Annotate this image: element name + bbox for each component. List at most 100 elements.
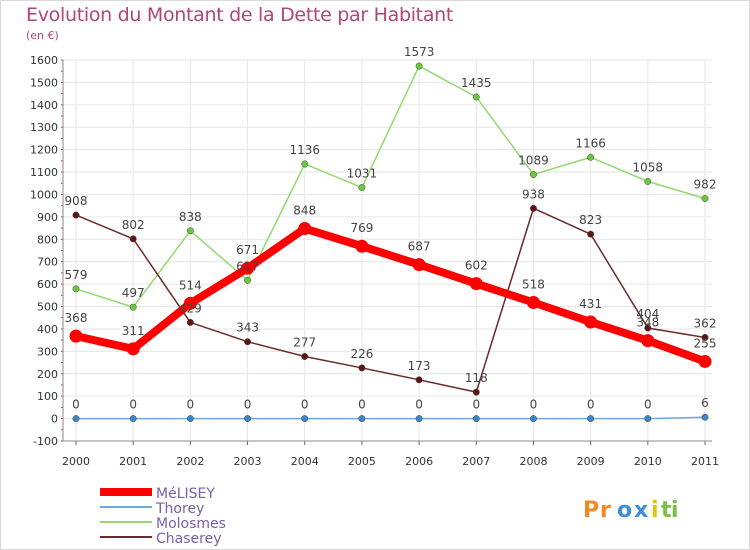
data-label-chaserey: 226 [350, 347, 373, 361]
data-point-m-lisey [298, 222, 312, 236]
y-tick-label: 1000 [30, 188, 58, 201]
data-label-thorey: 0 [587, 398, 595, 412]
x-tick-label: 2007 [462, 455, 490, 468]
logo-letter: t [661, 498, 672, 523]
x-tick-label: 2004 [291, 455, 319, 468]
y-tick-label: 600 [37, 278, 58, 291]
data-label-m-lisey: 687 [408, 240, 431, 254]
legend-label-chaserey: Chaserey [156, 531, 221, 547]
data-point-chaserey [244, 338, 251, 346]
data-label-chaserey: 823 [579, 213, 602, 227]
data-label-m-lisey: 602 [465, 259, 488, 273]
logo-letter: o [617, 498, 632, 523]
data-label-m-lisey: 311 [122, 324, 145, 338]
data-label-molosmes: 982 [694, 178, 717, 192]
data-label-m-lisey: 255 [694, 336, 717, 350]
data-label-thorey: 0 [72, 398, 80, 412]
data-label-chaserey: 343 [236, 321, 259, 335]
data-point-chaserey [301, 353, 309, 360]
data-label-thorey: 0 [301, 398, 309, 412]
series-line-m-lisey [72, 224, 709, 366]
data-point-molosmes [186, 227, 194, 235]
y-tick-label: 500 [37, 301, 58, 314]
data-label-molosmes: 1435 [461, 76, 492, 90]
data-point-m-lisey [126, 342, 140, 356]
data-label-thorey: 0 [644, 398, 652, 412]
y-tick-label: 300 [37, 345, 58, 358]
y-tick-label: 1500 [30, 76, 58, 89]
x-tick-label: 2011 [691, 455, 719, 468]
logo-letter: P [583, 498, 599, 523]
data-label-m-lisey: 348 [636, 316, 659, 330]
chart-unit: (en €) [26, 29, 59, 42]
legend-label-thorey: Thorey [155, 501, 204, 517]
data-label-molosmes: 617 [236, 259, 259, 273]
data-point-molosmes [358, 184, 366, 191]
data-point-m-lisey [469, 277, 483, 291]
data-label-chaserey: 938 [522, 187, 545, 201]
data-label-chaserey: 908 [65, 194, 88, 208]
x-tick-label: 2009 [577, 455, 605, 468]
data-point-m-lisey [69, 329, 83, 343]
data-label-thorey: 0 [415, 398, 423, 412]
data-point-chaserey [72, 211, 80, 219]
data-point-thorey [244, 415, 251, 423]
data-point-molosmes [244, 276, 251, 284]
data-point-molosmes [644, 178, 652, 185]
x-tick-label: 2006 [405, 455, 433, 468]
data-label-m-lisey: 671 [236, 243, 259, 257]
data-label-thorey: 0 [187, 398, 195, 412]
data-point-thorey [644, 415, 652, 423]
legend-label-m-lisey: MéLISEY [156, 486, 215, 502]
legend-label-molosmes: Molosmes [156, 516, 226, 532]
logo-letter: x [634, 498, 648, 523]
data-label-thorey: 0 [530, 398, 538, 412]
data-point-thorey [701, 413, 709, 421]
data-label-chaserey: 404 [636, 307, 659, 321]
data-label-chaserey: 429 [179, 301, 202, 315]
series-line-chaserey [75, 207, 706, 393]
data-labels: 368 311 514 671 848 769 687 602 518 431 348 255 0 0 0 0… [65, 45, 717, 412]
x-tick-label: 2002 [176, 455, 204, 468]
data-point-m-lisey [183, 296, 197, 310]
data-point-molosmes [129, 303, 137, 311]
data-point-molosmes [587, 153, 595, 161]
data-point-m-lisey [584, 315, 598, 329]
data-label-molosmes: 1136 [289, 143, 320, 157]
data-point-thorey [186, 415, 194, 423]
series-markers [69, 62, 712, 423]
data-label-molosmes: 838 [179, 210, 202, 224]
data-point-chaserey [415, 376, 423, 384]
data-label-molosmes: 579 [65, 268, 88, 282]
series-line-molosmes [75, 65, 706, 308]
data-point-m-lisey [526, 295, 540, 309]
logo-letter: i [651, 498, 659, 523]
data-label-thorey: 0 [358, 398, 366, 412]
y-tick-label: 900 [37, 211, 58, 224]
data-point-chaserey [644, 324, 652, 332]
series-line-thorey [75, 416, 706, 420]
x-tick-label: 2008 [519, 455, 547, 468]
data-label-m-lisey: 368 [65, 311, 88, 325]
axes: -100010020030040050060070080090010001100… [30, 54, 719, 468]
data-label-chaserey: 277 [293, 336, 316, 350]
data-label-m-lisey: 431 [579, 297, 602, 311]
data-point-thorey [415, 415, 423, 423]
series-lines [72, 65, 709, 420]
data-label-molosmes: 1089 [518, 154, 549, 168]
data-label-thorey: 0 [129, 398, 137, 412]
y-tick-label: 400 [37, 323, 58, 336]
data-point-m-lisey [698, 354, 712, 368]
data-label-thorey: 0 [244, 398, 252, 412]
data-point-m-lisey [412, 258, 426, 272]
chart-title: Evolution du Montant de la Dette par Hab… [26, 4, 454, 26]
y-tick-label: 1400 [30, 99, 58, 112]
data-point-chaserey [472, 388, 480, 396]
data-point-molosmes [72, 285, 80, 293]
y-tick-label: 200 [37, 368, 58, 381]
data-point-thorey [472, 415, 480, 423]
